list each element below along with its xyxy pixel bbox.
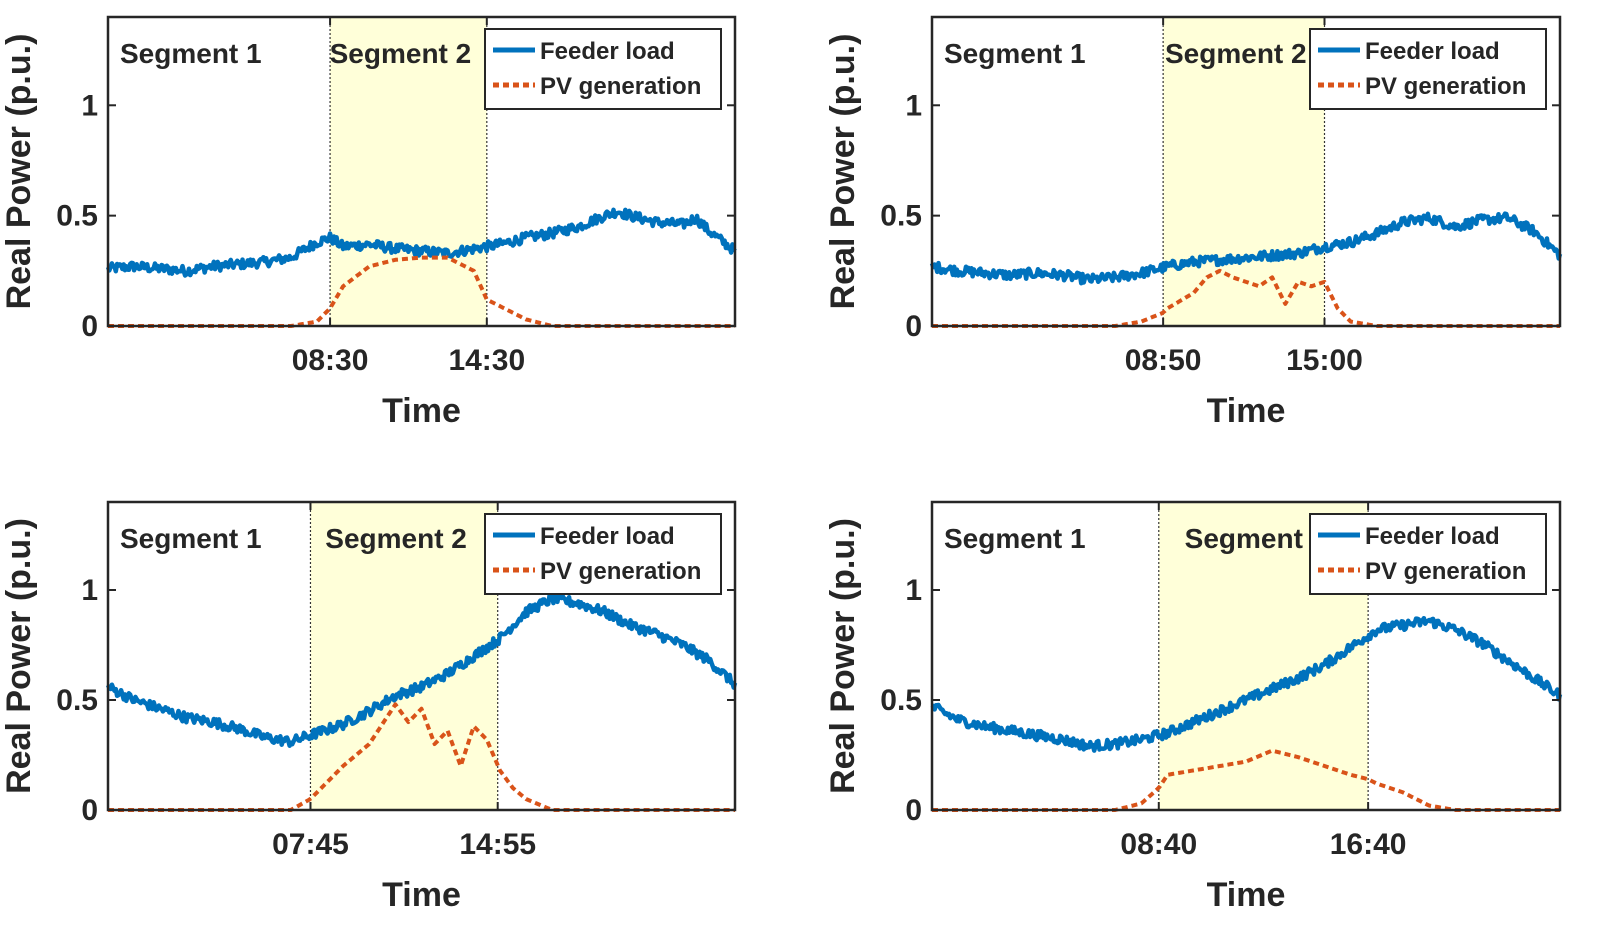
y-tick-label: 0.5 (56, 200, 98, 233)
segment-2-shading (1163, 17, 1325, 326)
legend-label-pv-generation: PV generation (1365, 73, 1526, 100)
segment-2-label: Segment 2 (330, 38, 472, 69)
y-tick-label: 0.5 (880, 684, 922, 717)
legend-box (1309, 28, 1547, 110)
series-feeder-load (105, 592, 738, 748)
x-axis-title: Time (382, 876, 461, 914)
chart-panel-4: 0 0.5 1 08:40 16:40 Time Real Power (p.u.) Segm… (824, 500, 1563, 914)
segment-1-label: Segment 1 (944, 523, 1086, 554)
y-tick-label: 1 (81, 574, 98, 607)
x-tick-label: 14:55 (459, 828, 536, 861)
axes-box (930, 15, 1562, 328)
y-axis-title: Real Power (p.u.) (824, 34, 862, 310)
segment-2-label: Segment 2 (1185, 523, 1327, 554)
x-axis-title: Time (382, 392, 461, 430)
y-tick-label: 1 (905, 574, 922, 607)
segment-1-label: Segment 1 (944, 38, 1086, 69)
axes-box (106, 500, 737, 812)
legend-box (484, 513, 722, 595)
x-tick-label: 07:45 (272, 828, 349, 861)
y-tick-label: 0 (905, 794, 922, 827)
x-tick-label: 15:00 (1286, 344, 1363, 377)
legend-label-pv-generation: PV generation (540, 558, 701, 585)
legend-label-pv-generation: PV generation (540, 73, 701, 100)
chart-panel-3: 0 0.5 1 07:45 14:55 Time Real Power (p.u.) Segm… (0, 500, 738, 914)
axes-box (106, 15, 737, 328)
segment-2-label: Segment 2 (1165, 38, 1307, 69)
x-tick-label: 14:30 (448, 344, 525, 377)
y-tick-label: 0 (81, 794, 98, 827)
segment-1-label: Segment 1 (120, 523, 262, 554)
y-tick-label: 0.5 (56, 684, 98, 717)
legend-label-pv-generation: PV generation (1365, 558, 1526, 585)
y-tick-label: 1 (81, 89, 98, 122)
y-tick-label: 0.5 (880, 200, 922, 233)
y-tick-label: 1 (905, 89, 922, 122)
series-feeder-load (930, 615, 1563, 753)
x-tick-label: 08:50 (1125, 344, 1202, 377)
legend-box (1309, 513, 1547, 595)
y-tick-label: 0 (81, 310, 98, 343)
axes-box (930, 500, 1562, 812)
x-axis-title: Time (1207, 876, 1286, 914)
segment-2-label: Segment 2 (325, 523, 467, 554)
x-tick-label: 08:30 (292, 344, 369, 377)
y-axis-title: Real Power (p.u.) (0, 34, 38, 310)
x-tick-label: 08:40 (1120, 828, 1197, 861)
x-axis-title: Time (1207, 392, 1286, 430)
y-tick-label: 0 (905, 310, 922, 343)
legend-label-feeder-load: Feeder load (540, 38, 675, 65)
legend-box (484, 28, 722, 110)
chart-panel-1: 0 0.5 1 08:30 14:30 Time Real Power (p.u.) Segm… (0, 15, 737, 430)
y-axis-title: Real Power (p.u.) (0, 518, 38, 794)
y-axis-title: Real Power (p.u.) (824, 518, 862, 794)
series-feeder-load (105, 207, 737, 278)
x-tick-label: 16:40 (1330, 828, 1407, 861)
legend-label-feeder-load: Feeder load (1365, 38, 1500, 65)
legend-label-feeder-load: Feeder load (540, 523, 675, 550)
series-feeder-load (929, 211, 1563, 286)
legend-label-feeder-load: Feeder load (1365, 523, 1500, 550)
segment-1-label: Segment 1 (120, 38, 262, 69)
